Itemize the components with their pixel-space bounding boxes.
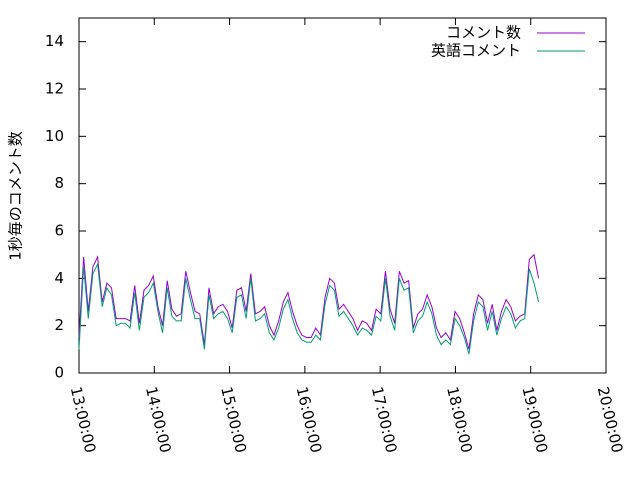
y-tick-label: 12 xyxy=(45,80,64,98)
x-tick-label: 17:00:00 xyxy=(368,385,401,455)
y-tick-label: 8 xyxy=(54,174,64,192)
y-axis-label: 1秒毎のコメント数 xyxy=(7,131,25,261)
x-tick-label: 19:00:00 xyxy=(518,385,551,455)
y-tick-label: 14 xyxy=(45,32,64,50)
legend-label: コメント数 xyxy=(446,24,521,42)
plot-frame xyxy=(78,17,607,374)
y-tick-label: 0 xyxy=(54,364,64,382)
x-tick-label: 16:00:00 xyxy=(293,385,326,455)
x-tick-label: 15:00:00 xyxy=(217,385,250,455)
x-tick-label: 13:00:00 xyxy=(67,385,100,455)
legend-label: 英語コメント xyxy=(431,42,521,60)
series-line xyxy=(78,262,540,355)
x-tick-label: 20:00:00 xyxy=(594,385,627,455)
y-tick-label: 6 xyxy=(54,222,64,240)
y-tick-label: 10 xyxy=(45,127,64,145)
series-line xyxy=(78,253,540,350)
x-tick-label: 18:00:00 xyxy=(443,385,476,455)
x-tick-label: 14:00:00 xyxy=(142,385,175,455)
y-tick-label: 4 xyxy=(54,269,64,287)
y-tick-label: 2 xyxy=(54,316,64,334)
